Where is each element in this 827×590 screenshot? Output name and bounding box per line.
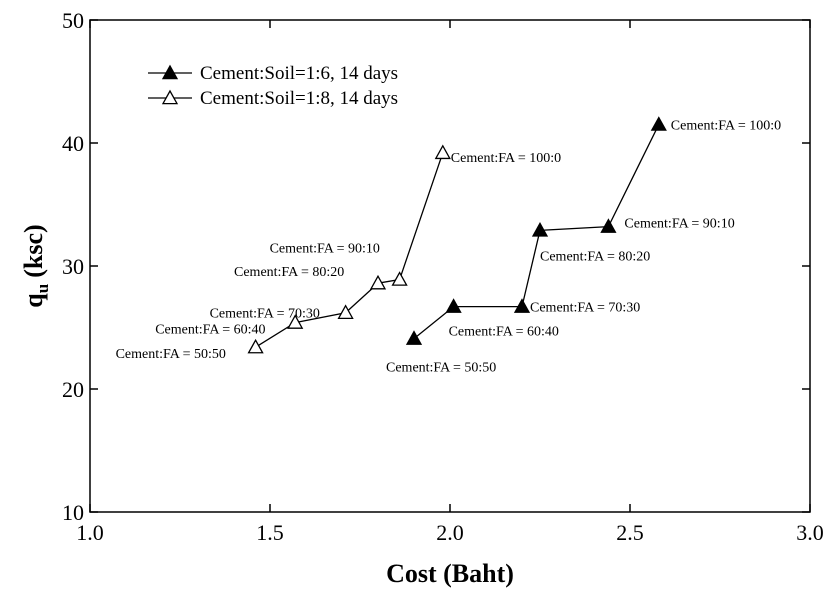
x-axis-label: Cost (Baht): [386, 559, 514, 588]
point-label: Cement:FA = 100:0: [671, 119, 781, 134]
data-point: [337, 304, 354, 319]
data-point: [247, 338, 264, 354]
data-point: [369, 274, 387, 290]
point-label: Cement:FA = 70:30: [210, 307, 320, 322]
y-tick-label: 30: [62, 254, 84, 279]
point-label: Cement:FA = 80:20: [540, 249, 650, 264]
data-point: [445, 298, 462, 313]
x-tick-label: 1.5: [256, 520, 284, 545]
y-axis-label: qu (ksc): [19, 224, 52, 307]
y-tick-label: 10: [62, 500, 84, 525]
y-label-subscript: u: [33, 284, 52, 293]
point-label: Cement:FA = 90:10: [270, 242, 380, 257]
x-tick-label: 3.0: [796, 520, 824, 545]
y-label-symbol: q: [19, 293, 48, 308]
x-tick-label: 1.0: [76, 520, 104, 545]
data-point: [513, 298, 531, 313]
x-tick-label: 2.0: [436, 520, 464, 545]
data-point: [391, 271, 408, 286]
point-label: Cement:FA = 50:50: [116, 347, 226, 362]
data-point: [287, 314, 304, 329]
point-label: Cement:FA = 100:0: [451, 151, 561, 166]
point-label: Cement:FA = 60:40: [449, 325, 559, 340]
point-label: Cement:FA = 50:50: [386, 361, 496, 376]
y-tick-label: 50: [62, 8, 84, 33]
point-label: Cement:FA = 70:30: [530, 301, 640, 316]
point-label: Cement:FA = 80:20: [234, 265, 344, 280]
data-point: [650, 116, 667, 131]
data-point: [405, 330, 423, 345]
y-label-unit: (ksc): [19, 224, 48, 277]
point-label: Cement:FA = 90:10: [624, 217, 734, 232]
legend-label: Cement:Soil=1:6, 14 days: [200, 63, 398, 84]
data-point: [600, 218, 617, 233]
data-point: [434, 144, 451, 160]
legend-marker: [161, 64, 179, 80]
legend-label: Cement:Soil=1:8, 14 days: [200, 88, 398, 109]
y-tick-label: 20: [62, 377, 84, 402]
point-label: Cement:FA = 60:40: [155, 323, 265, 338]
y-tick-label: 40: [62, 131, 84, 156]
data-point: [531, 221, 549, 237]
legend-marker: [161, 89, 179, 105]
plot-frame: [89, 19, 811, 513]
x-tick-label: 2.5: [616, 520, 644, 545]
